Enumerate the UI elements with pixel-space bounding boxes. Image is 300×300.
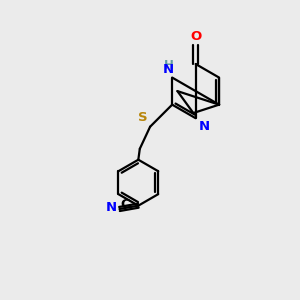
Text: N: N xyxy=(163,63,174,76)
Text: S: S xyxy=(138,111,148,124)
Text: N: N xyxy=(105,201,116,214)
Text: C: C xyxy=(121,198,130,211)
Text: H: H xyxy=(164,59,174,72)
Text: O: O xyxy=(190,29,201,43)
Text: N: N xyxy=(199,120,210,133)
